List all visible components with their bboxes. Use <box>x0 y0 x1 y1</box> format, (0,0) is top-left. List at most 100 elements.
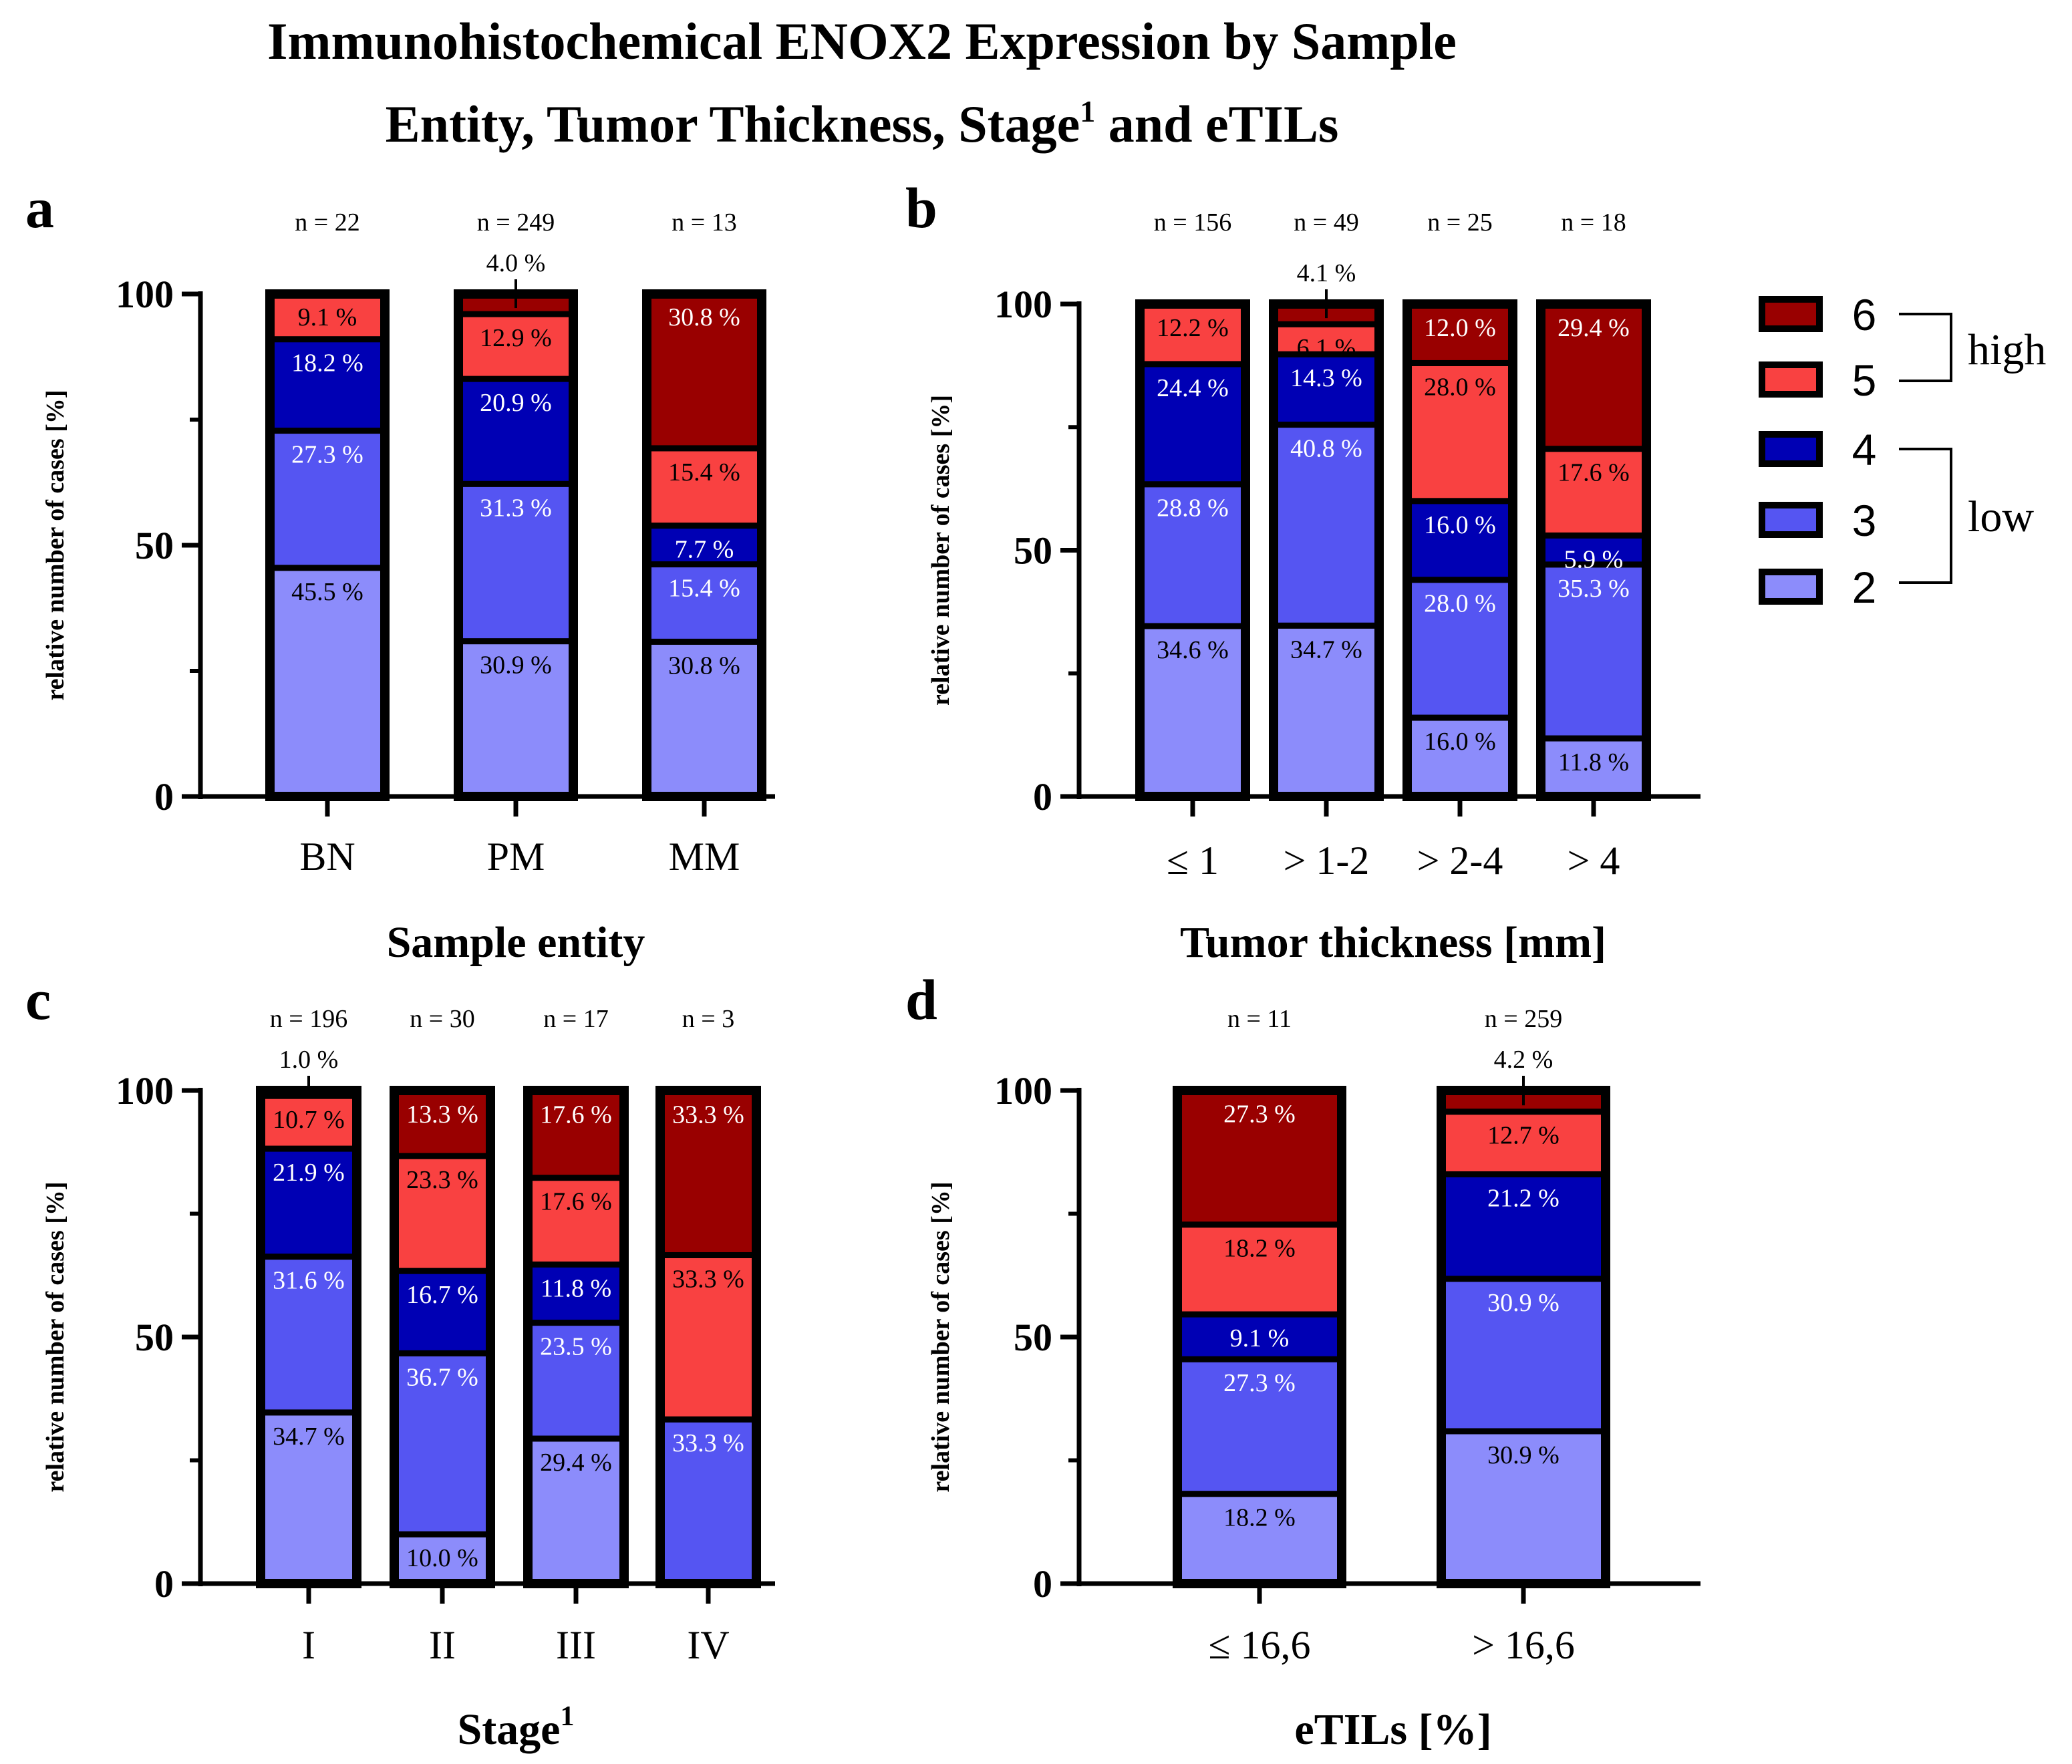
x-axis-title: Sample entity <box>387 918 645 967</box>
legend-label: 4 <box>1852 425 1877 474</box>
bar-value-label: 21.2 % <box>1487 1184 1560 1212</box>
legend-swatch <box>1759 431 1823 467</box>
bar-value-label: 45.5 % <box>291 578 363 606</box>
bar-segment-level-5 <box>391 1153 494 1274</box>
bar-value-label: 36.7 % <box>406 1363 478 1391</box>
y-tick-label: 100 <box>116 273 174 316</box>
bar-value-label: 12.2 % <box>1157 314 1229 342</box>
y-axis-title: relative number of cases [%] <box>41 1181 69 1492</box>
bar-segment-level-5 <box>525 1175 627 1268</box>
figure-title-line-2-end: and eTILs <box>1095 95 1338 153</box>
bar-d-0: 18.2 % 27.3 % 9.1 % 18.2 % 27.3 % <box>1173 1086 1346 1588</box>
x-axis-title-text: eTILs [%] <box>1294 1705 1491 1754</box>
y-axis-title: relative number of cases [%] <box>41 390 69 700</box>
sample-size-label: n = 156 <box>1154 208 1231 237</box>
bar-segment-level-3 <box>1537 561 1650 742</box>
x-tick-label: ≤ 1 <box>1167 839 1219 883</box>
figure-title-line-2: Entity, Tumor Thickness, Stage1 and eTIL… <box>386 94 1339 153</box>
bar-value-label: 30.8 % <box>668 651 740 680</box>
bar-value-label-callout: 4.1 % <box>1297 259 1356 287</box>
bar-value-label-callout: 1.0 % <box>279 1046 339 1074</box>
y-tick-label: 50 <box>135 524 174 567</box>
x-tick-label: II <box>429 1623 456 1667</box>
x-axis-title: eTILs [%] <box>1294 1705 1491 1754</box>
bar-segment-level-6 <box>1537 301 1650 452</box>
bar-value-label: 30.9 % <box>1487 1289 1560 1317</box>
bar-a-0: 45.5 % 27.3 % 18.2 % 9.1 % <box>265 289 390 801</box>
bar-value-label: 18.2 % <box>291 349 363 378</box>
legend-swatch <box>1759 296 1823 332</box>
bar-a-2: 30.8 % 15.4 % 7.7 % 15.4 % 30.8 % <box>642 289 766 801</box>
x-tick-label: IV <box>687 1623 729 1667</box>
bar-value-label: 40.8 % <box>1290 435 1362 463</box>
y-axis-title: relative number of cases [%] <box>927 395 955 706</box>
x-axis-title-text: Sample entity <box>387 918 645 967</box>
bar-value-label: 21.9 % <box>273 1159 345 1187</box>
bar-value-label: 18.2 % <box>1223 1504 1296 1532</box>
bar-value-label: 28.8 % <box>1157 494 1229 523</box>
sample-size-label: n = 196 <box>270 1005 347 1033</box>
y-tick-label: 0 <box>1033 775 1052 819</box>
bar-value-label: 34.7 % <box>1290 635 1362 664</box>
bar-value-label: 16.7 % <box>406 1281 478 1309</box>
bar-value-label: 17.6 % <box>1558 459 1630 487</box>
bar-value-label: 28.0 % <box>1424 590 1496 618</box>
bar-value-label: 12.7 % <box>1487 1122 1560 1150</box>
bar-value-label: 27.3 % <box>1223 1369 1296 1397</box>
bar-segment-level-3 <box>1270 422 1382 629</box>
bar-b-0: 34.6 % 28.8 % 24.4 % 12.2 % <box>1135 299 1250 801</box>
legend-item-4: 4 <box>1759 425 1877 474</box>
x-axis-title-text: Stage <box>458 1705 561 1754</box>
bar-value-label: 11.8 % <box>541 1275 611 1303</box>
bar-value-label: 34.7 % <box>273 1423 345 1451</box>
bar-value-label-callout: 4.2 % <box>1494 1046 1553 1074</box>
legend-label: 6 <box>1852 290 1877 339</box>
panel-c-letter: c <box>25 968 51 1032</box>
bar-c-3: 33.3 % 33.3 % 33.3 % <box>655 1086 761 1588</box>
bar-c-1: 10.0 % 36.7 % 16.7 % 23.3 % 13.3 % <box>390 1086 495 1588</box>
bar-value-label: 14.3 % <box>1290 364 1362 392</box>
legend-swatch <box>1759 502 1823 538</box>
legend-item-5: 5 <box>1759 355 1876 405</box>
legend-label: 3 <box>1852 496 1877 545</box>
bar-value-label: 15.4 % <box>668 575 740 603</box>
bar-value-label: 9.1 % <box>1230 1324 1290 1352</box>
y-tick-label: 100 <box>994 283 1052 326</box>
bar-value-label: 34.6 % <box>1157 636 1229 664</box>
sample-size-label: n = 18 <box>1561 208 1626 237</box>
bar-value-label: 20.9 % <box>480 389 552 417</box>
bar-value-label: 29.4 % <box>1558 314 1630 342</box>
figure-title-line-2-main: Entity, Tumor Thickness, Stage <box>386 95 1080 153</box>
sample-size-label: n = 249 <box>477 208 555 237</box>
legend-item-2: 2 <box>1759 563 1877 612</box>
legend-high-bracket <box>1899 313 1952 382</box>
bar-value-label: 10.7 % <box>273 1106 345 1134</box>
sample-size-label: n = 13 <box>672 208 736 237</box>
legend-label: 2 <box>1852 563 1877 612</box>
bar-value-label: 33.3 % <box>672 1265 744 1293</box>
bar-d-1: 30.9 % 30.9 % 21.2 % 12.7 % 4.2 % <box>1437 1046 1610 1588</box>
bar-value-label: 15.4 % <box>668 458 740 486</box>
bar-b-3: 11.8 % 35.3 %5.9 % 17.6 % 29.4 % <box>1536 299 1651 801</box>
x-tick-label: III <box>556 1623 596 1667</box>
bar-segment-level-4 <box>257 1145 360 1260</box>
bar-value-label: 27.3 % <box>1223 1100 1296 1128</box>
bar-value-label: 17.6 % <box>540 1101 612 1129</box>
panel-d-chart: 0 50 100 relative number of cases [%] eTILs … <box>927 1005 1700 1754</box>
bar-value-label: 9.1 % <box>298 303 357 331</box>
bar-value-label: 31.3 % <box>480 494 552 522</box>
bar-value-label: 33.3 % <box>672 1101 744 1129</box>
bar-c-2: 29.4 % 23.5 % 11.8 % 17.6 % 17.6 % <box>523 1086 629 1588</box>
panel-d-letter: d <box>905 968 937 1032</box>
legend-swatch <box>1759 361 1823 398</box>
bar-value-label: 16.0 % <box>1424 728 1496 756</box>
bar-value-label: 31.6 % <box>273 1267 345 1295</box>
bar-value-label: 28.0 % <box>1424 373 1496 401</box>
legend: 6 5 4 3 2 high low <box>1759 290 2046 612</box>
bar-segment-level-4 <box>1270 351 1382 428</box>
bar-value-label: 30.9 % <box>480 651 552 680</box>
x-tick-label: MM <box>669 835 740 879</box>
x-axis-title: Tumor thickness [mm] <box>1180 918 1606 967</box>
bar-b-1: 34.7 % 40.8 % 14.3 %6.1 % 4.1 % <box>1269 259 1384 801</box>
